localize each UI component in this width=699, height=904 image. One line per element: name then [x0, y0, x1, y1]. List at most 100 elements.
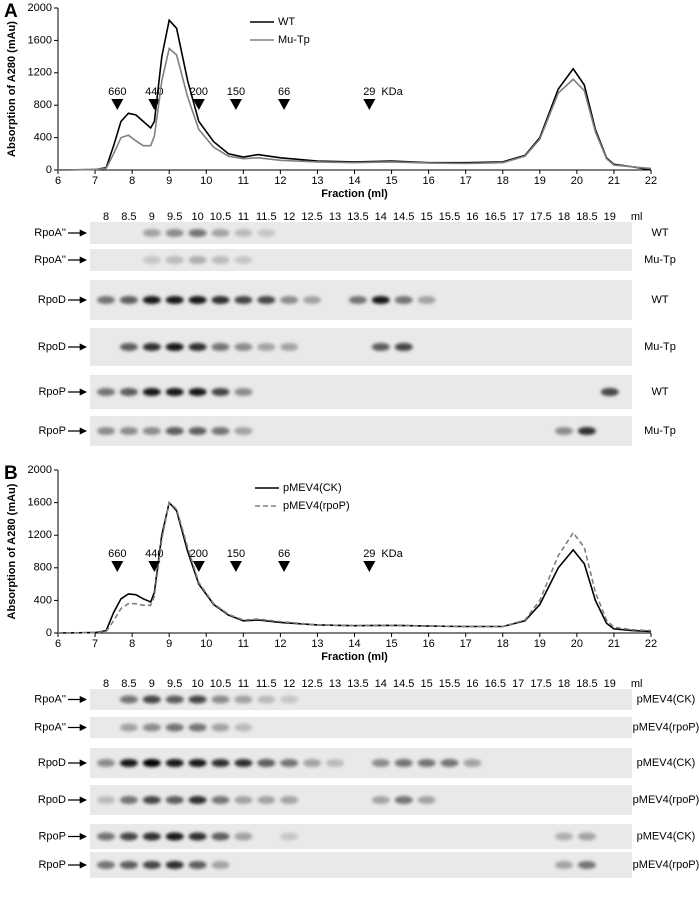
blot-band [280, 759, 299, 767]
blot-band [142, 861, 161, 869]
x-tick-label: 15 [385, 638, 397, 650]
x-tick-label: 17 [460, 175, 472, 187]
blot-band [280, 343, 299, 351]
blot-band [142, 427, 161, 435]
blot-band [165, 296, 184, 304]
row-protein: RpoA'' [34, 227, 66, 239]
x-tick-label: 15 [385, 175, 397, 187]
size-marker [111, 561, 124, 572]
size-marker [363, 99, 376, 110]
lane-label: 12.5 [301, 211, 322, 223]
blot-band [371, 296, 390, 304]
series-line [57, 501, 652, 634]
blot-band [97, 861, 115, 869]
blot-band [142, 832, 161, 841]
row-sample: pMEV4(CK) [637, 693, 696, 705]
blot-band [211, 695, 230, 704]
blot-band [394, 343, 413, 351]
size-marker [111, 99, 124, 110]
blot-band [188, 723, 207, 732]
x-tick-label: 22 [645, 175, 657, 187]
blot-band [257, 229, 276, 237]
x-tick-label: 18 [497, 175, 509, 187]
row-sample: Mu-Tp [644, 341, 676, 353]
row-sample: WT [651, 227, 668, 239]
blot-band [417, 796, 436, 804]
blot-band [577, 861, 596, 869]
lane-label: 14 [375, 678, 387, 690]
lane-label: 8.5 [121, 211, 136, 223]
x-tick-label: 11 [238, 175, 249, 187]
blot-band [211, 427, 230, 435]
blot-strip [90, 249, 632, 271]
blot-band [211, 256, 230, 264]
blot-band [142, 759, 161, 767]
panel-label: A [4, 1, 18, 22]
blot-band [234, 759, 253, 767]
y-tick-label: 400 [34, 132, 52, 144]
blot-band [257, 343, 276, 351]
blot-band [97, 796, 115, 804]
blot-band [303, 759, 322, 767]
legend-label: Mu-Tp [278, 34, 310, 46]
row-protein: RpoP [38, 830, 66, 842]
lane-label: 16.5 [485, 678, 506, 690]
blot-strip [90, 689, 632, 710]
y-tick-label: 1600 [28, 34, 52, 46]
blot-band [257, 695, 276, 704]
blot-band [234, 256, 253, 264]
lane-label: 10 [191, 678, 203, 690]
blot-band [234, 832, 253, 841]
size-marker-label: 66 [278, 86, 290, 98]
blot-band [417, 296, 436, 304]
blot-band [188, 832, 207, 841]
lane-label: 18 [558, 678, 570, 690]
legend-label: WT [278, 16, 295, 28]
size-marker [192, 99, 205, 110]
lane-label: 9 [149, 678, 155, 690]
size-marker-label: 29 [363, 86, 375, 98]
blot-band [119, 296, 138, 304]
blot-band [211, 832, 230, 841]
y-tick-label: 400 [34, 594, 52, 606]
size-marker-label: 150 [227, 86, 245, 98]
lane-label: 10.5 [210, 211, 231, 223]
lane-label: 16.5 [485, 211, 506, 223]
x-axis-label: Fraction (ml) [321, 188, 388, 200]
x-tick-label: 12 [274, 175, 286, 187]
x-tick-label: 7 [92, 175, 98, 187]
lane-label: 13.5 [347, 211, 368, 223]
x-axis-label: Fraction (ml) [321, 651, 388, 663]
row-protein: RpoD [38, 294, 66, 306]
lane-label: 18.5 [576, 211, 597, 223]
blot-band [165, 796, 184, 804]
blot-band [440, 759, 459, 767]
blot-band [280, 796, 299, 804]
x-tick-label: 16 [423, 638, 435, 650]
lane-label: 17 [512, 211, 524, 223]
blot-band [234, 427, 253, 435]
x-tick-label: 6 [55, 175, 61, 187]
size-marker [229, 561, 242, 572]
blot-band [188, 343, 207, 351]
blot-band [417, 759, 436, 767]
blot-band [234, 723, 253, 732]
lane-label: 17.5 [530, 678, 551, 690]
blot-band [188, 759, 207, 767]
blot-band [280, 832, 299, 841]
blot-band [142, 723, 161, 732]
lane-label: 14.5 [393, 211, 414, 223]
blot-band [165, 759, 184, 767]
lane-unit: ml [631, 678, 643, 690]
y-tick-label: 1600 [28, 497, 52, 509]
x-tick-label: 6 [55, 638, 61, 650]
lane-label: 19 [604, 211, 616, 223]
x-tick-label: 14 [348, 175, 360, 187]
blot-band [371, 343, 390, 351]
x-tick-label: 21 [608, 638, 620, 650]
blot-band [165, 388, 184, 396]
y-axis-label: Absorption of A280 (mAu) [6, 483, 18, 619]
row-sample: pMEV4(rpoP) [633, 794, 699, 806]
x-tick-label: 10 [200, 638, 212, 650]
blot-band [211, 343, 230, 351]
